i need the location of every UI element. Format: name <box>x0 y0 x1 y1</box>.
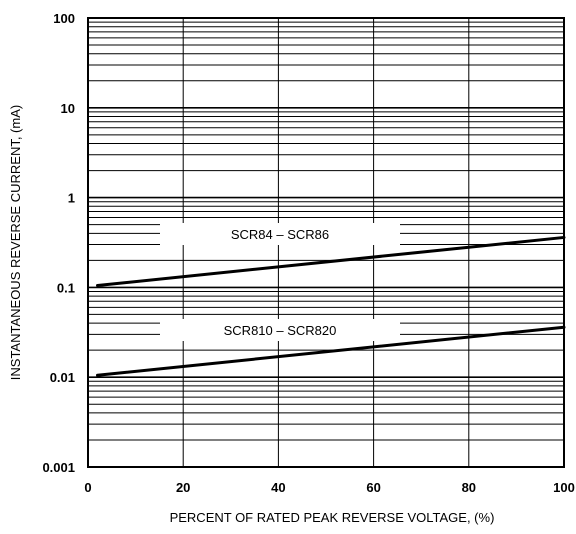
y-axis-label: INSTANTANEOUS REVERSE CURRENT, (mA) <box>8 105 23 380</box>
series-label-0: SCR84 – SCR86 <box>231 227 329 242</box>
y-tick-label: 0.1 <box>57 280 75 295</box>
x-tick-label: 40 <box>271 480 285 495</box>
y-tick-label: 10 <box>61 101 75 116</box>
plot-frame <box>87 17 565 468</box>
y-tick-label: 1 <box>68 191 75 206</box>
y-tick-label: 0.001 <box>42 460 75 475</box>
x-tick-label: 0 <box>84 480 91 495</box>
series-line-0 <box>96 235 566 287</box>
y-tick-labels: 0.001 0.01 0.1 1 10 100 <box>42 11 75 475</box>
x-tick-label: 20 <box>176 480 190 495</box>
series-label-background <box>160 223 400 245</box>
series-label-background <box>160 319 400 341</box>
x-axis-label: PERCENT OF RATED PEAK REVERSE VOLTAGE, (… <box>170 510 495 525</box>
y-tick-label: 100 <box>53 11 75 26</box>
series-line-1 <box>96 325 566 377</box>
series-lines: SCR84 – SCR86 SCR810 – SCR820 <box>96 227 566 377</box>
grid <box>88 18 564 468</box>
x-tick-label: 80 <box>462 480 476 495</box>
x-tick-label: 100 <box>553 480 575 495</box>
x-tick-label: 60 <box>366 480 380 495</box>
series-label-backgrounds <box>160 223 400 341</box>
series-label-1: SCR810 – SCR820 <box>224 323 337 338</box>
y-tick-label: 0.01 <box>50 370 75 385</box>
x-tick-labels: 0 20 40 60 80 100 <box>84 480 574 495</box>
